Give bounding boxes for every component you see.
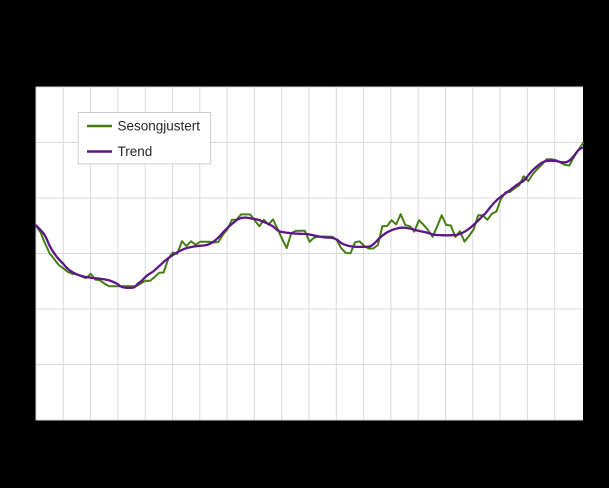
svg-text:Sesongjustert: Sesongjustert: [118, 119, 201, 134]
svg-text:Trend: Trend: [118, 144, 153, 159]
